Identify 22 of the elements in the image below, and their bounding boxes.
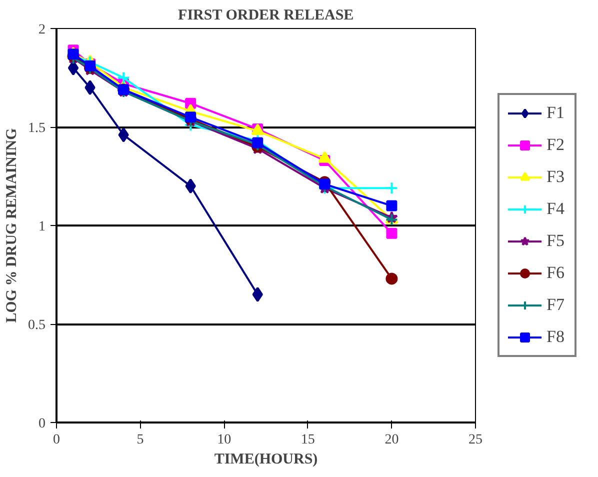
x-tick-label: 25 — [468, 432, 482, 448]
legend-label: F1 — [546, 103, 566, 123]
legend-label: F4 — [546, 199, 566, 219]
chart-title: FIRST ORDER RELEASE — [178, 8, 354, 24]
y-tick-label: 1 — [38, 220, 46, 234]
legend-label: F8 — [546, 327, 566, 347]
legend-label: F5 — [546, 231, 566, 251]
y-tick-label: 1.5 — [28, 121, 46, 136]
legend-label: F3 — [546, 167, 566, 187]
x-tick-label: 0 — [53, 432, 60, 448]
y-tick-label: 0 — [38, 416, 46, 432]
y-tick-label: 0.5 — [28, 318, 46, 333]
x-tick-label: 15 — [300, 432, 315, 448]
legend-label: F7 — [546, 295, 566, 315]
x-tick-label: 5 — [136, 432, 144, 448]
legend-label: F6 — [546, 263, 566, 283]
legend-label: F2 — [546, 135, 566, 155]
x-axis-title: TIME(HOURS) — [214, 452, 318, 468]
x-tick-label: 20 — [384, 432, 399, 448]
y-axis-title: LOG % DRUG REMAINING — [4, 128, 20, 323]
x-tick-label: 10 — [217, 432, 232, 448]
y-tick-label: 2 — [38, 22, 46, 38]
